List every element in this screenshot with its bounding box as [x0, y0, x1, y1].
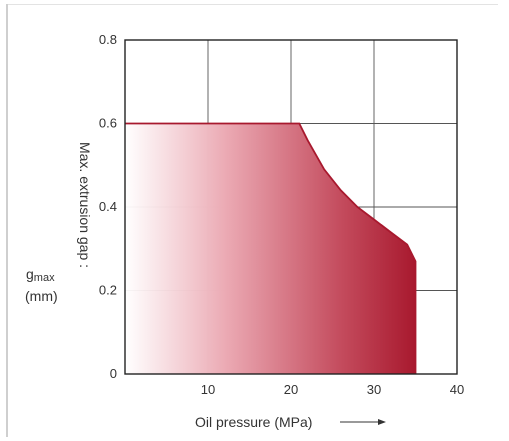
y-axis-symbol: gmax	[26, 266, 55, 284]
y-axis-unit: (mm)	[25, 288, 58, 304]
x-axis-arrow	[340, 419, 386, 425]
figure-frame-top	[8, 4, 498, 5]
figure-frame	[6, 4, 501, 437]
y-axis-symbol-sub: max	[33, 272, 55, 284]
x-tick-label: 10	[201, 382, 215, 397]
plot-frame	[124, 39, 458, 375]
x-axis-title: Oil pressure (MPa)	[195, 414, 312, 430]
area-fill	[125, 123, 416, 374]
y-tick-label: 0.4	[99, 199, 117, 214]
y-axis-symbol-g: g	[26, 266, 34, 282]
series-line	[125, 122, 417, 374]
y-tick-label: 0.2	[99, 283, 117, 298]
tick-labels: 10 20 30 40 0 0.2 0.4 0.6 0.8	[99, 32, 464, 397]
y-tick-label: 0.6	[99, 116, 117, 131]
y-tick-label: 0	[110, 366, 117, 381]
y-tick-label: 0.8	[99, 32, 117, 47]
x-tick-label: 40	[450, 382, 464, 397]
y-axis-title: Max. extrusion gap :	[77, 141, 93, 269]
x-tick-label: 20	[284, 382, 298, 397]
x-tick-label: 30	[367, 382, 381, 397]
